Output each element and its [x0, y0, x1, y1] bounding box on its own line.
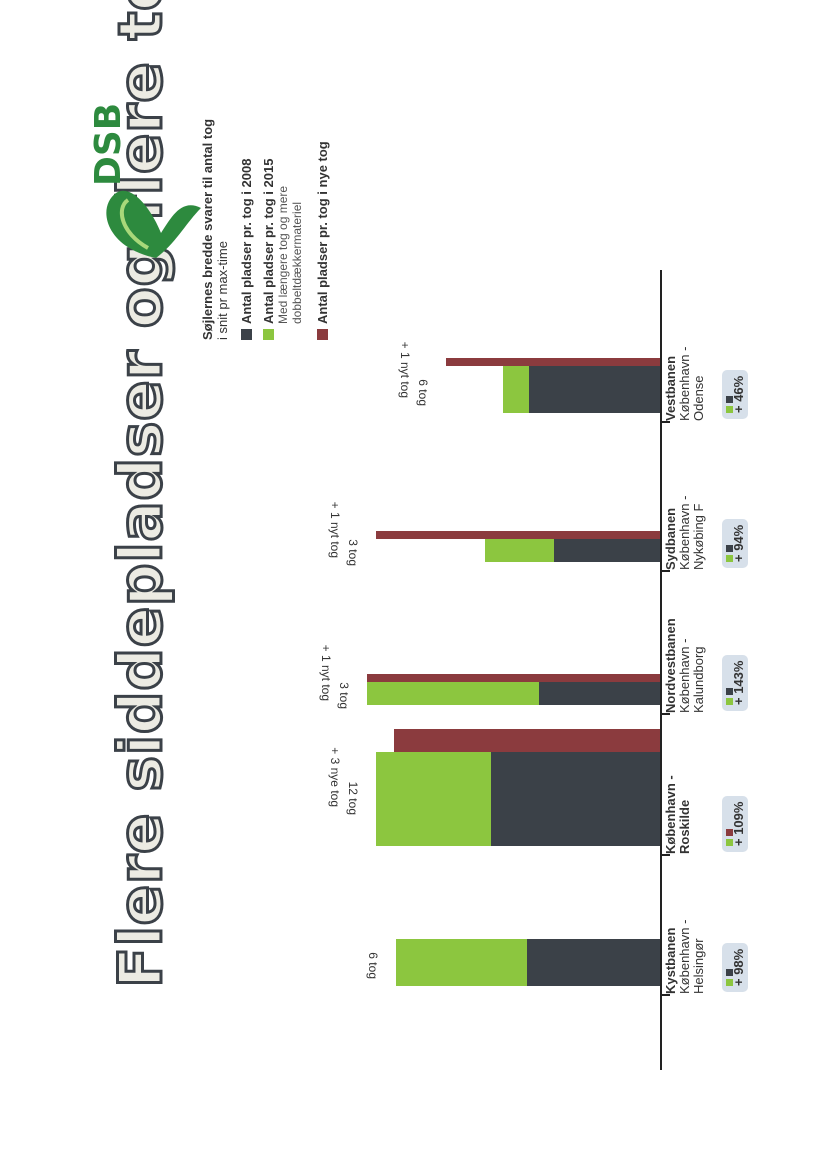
route-label: Vestbanen København - Odense [663, 346, 706, 421]
bar-label-trains: 6 tog [415, 378, 430, 406]
badge-swatch [726, 829, 733, 836]
legend-item-new: Antal pladser pr. tog i nye tog [315, 141, 330, 340]
legend-title-rest: i snit pr max-time [215, 241, 230, 340]
route-stations: Odense [691, 375, 706, 421]
bar-label-trains: 3 tog [336, 682, 351, 710]
badge-swatch [726, 396, 733, 403]
legend-title-bold: Søjlernes bredde svarer til antal tog [200, 118, 215, 340]
route-line-name: København - [663, 775, 678, 854]
badge-swatch [726, 969, 733, 976]
dsb-logo-icon [106, 190, 201, 258]
change-value: + 46% [731, 375, 746, 413]
change-badge: + 143% [722, 654, 748, 711]
route-label: Sydbanen København - Nykøbing F [663, 495, 706, 570]
rotated-content: Flere siddepladser og flere tog DSB Søjl… [66, 0, 756, 1078]
legend-swatch-dark [241, 329, 252, 340]
legend-label: Antal pladser pr. tog i 2015 [261, 158, 276, 324]
route-label: Kystbanen København - Helsingør [663, 919, 706, 994]
route-stations: Roskilde [677, 799, 692, 854]
bar-2008 [490, 752, 660, 846]
axis-tick [660, 570, 670, 572]
route-label: København - Roskilde [663, 775, 692, 854]
badge-swatch [726, 979, 733, 986]
bar-2008 [539, 681, 660, 705]
legend-swatch-green [263, 329, 274, 340]
change-badge: + 46% [722, 369, 748, 419]
legend-item-2008: Antal pladser pr. tog i 2008 [239, 158, 254, 340]
badge-swatch [726, 545, 733, 552]
legend-sub: dobbeltdækkermateriel [290, 201, 304, 324]
bar-2008 [526, 939, 660, 986]
bar-new [366, 673, 660, 682]
axis-tick [660, 994, 670, 996]
route-stations: Kalundborg [691, 646, 706, 714]
x-axis-line [660, 270, 662, 1070]
bar-label-trains: 6 tog [366, 951, 381, 979]
route-line-name: Sydbanen [663, 507, 678, 570]
legend-item-2015: Antal pladser pr. tog i 2015 Med længere… [261, 158, 304, 340]
route-stations: København - [677, 346, 692, 421]
legend-sub: Med længere tog og mere [276, 185, 290, 324]
bar-2008 [553, 538, 660, 562]
logo-text: DSB [88, 102, 129, 186]
bar-label-trains: 12 tog [345, 781, 360, 816]
legend-label: Antal pladser pr. tog i 2008 [239, 158, 254, 324]
route-stations: København - [677, 919, 692, 994]
bar-label-new-trains: + 1 nyt tog [318, 644, 333, 702]
legend-title: Søjlernes bredde svarer til antal tog i … [200, 119, 230, 340]
route-stations: København - [677, 638, 692, 713]
axis-tick [660, 854, 670, 856]
route-stations: Nykøbing F [691, 503, 706, 570]
route-stations: Helsingør [691, 938, 706, 994]
change-badge: + 98% [722, 942, 748, 992]
change-value: + 143% [731, 660, 746, 705]
axis-tick [660, 421, 670, 423]
bar-label-trains: 3 tog [345, 539, 360, 567]
badge-swatch [726, 555, 733, 562]
change-value: + 98% [731, 948, 746, 986]
legend-swatch-red [317, 329, 328, 340]
route-line-name: Nordvestbanen [663, 618, 678, 713]
route-label: Nordvestbanen København - Kalundborg [663, 618, 706, 714]
axis-tick [660, 713, 670, 715]
change-value: + 94% [731, 524, 746, 562]
badge-swatch [726, 688, 733, 695]
route-line-name: Vestbanen [663, 355, 678, 421]
bar-new [393, 729, 660, 753]
route-line-name: Kystbanen [663, 927, 678, 994]
change-badge: + 109% [722, 795, 748, 852]
bar-label-new-trains: + 1 nyt tog [327, 501, 342, 559]
bar-new [375, 530, 660, 539]
legend-label: Antal pladser pr. tog i nye tog [315, 141, 330, 324]
change-badge: + 94% [722, 518, 748, 568]
change-value: + 109% [731, 801, 746, 846]
bar-label-new-trains: + 3 nye tog [327, 747, 342, 808]
badge-swatch [726, 839, 733, 846]
bar-new [445, 358, 660, 367]
route-stations: København - [677, 495, 692, 570]
bar-2008 [528, 366, 660, 413]
badge-swatch [726, 406, 733, 413]
badge-swatch [726, 698, 733, 705]
bar-label-new-trains: + 1 nyt tog [397, 341, 412, 398]
